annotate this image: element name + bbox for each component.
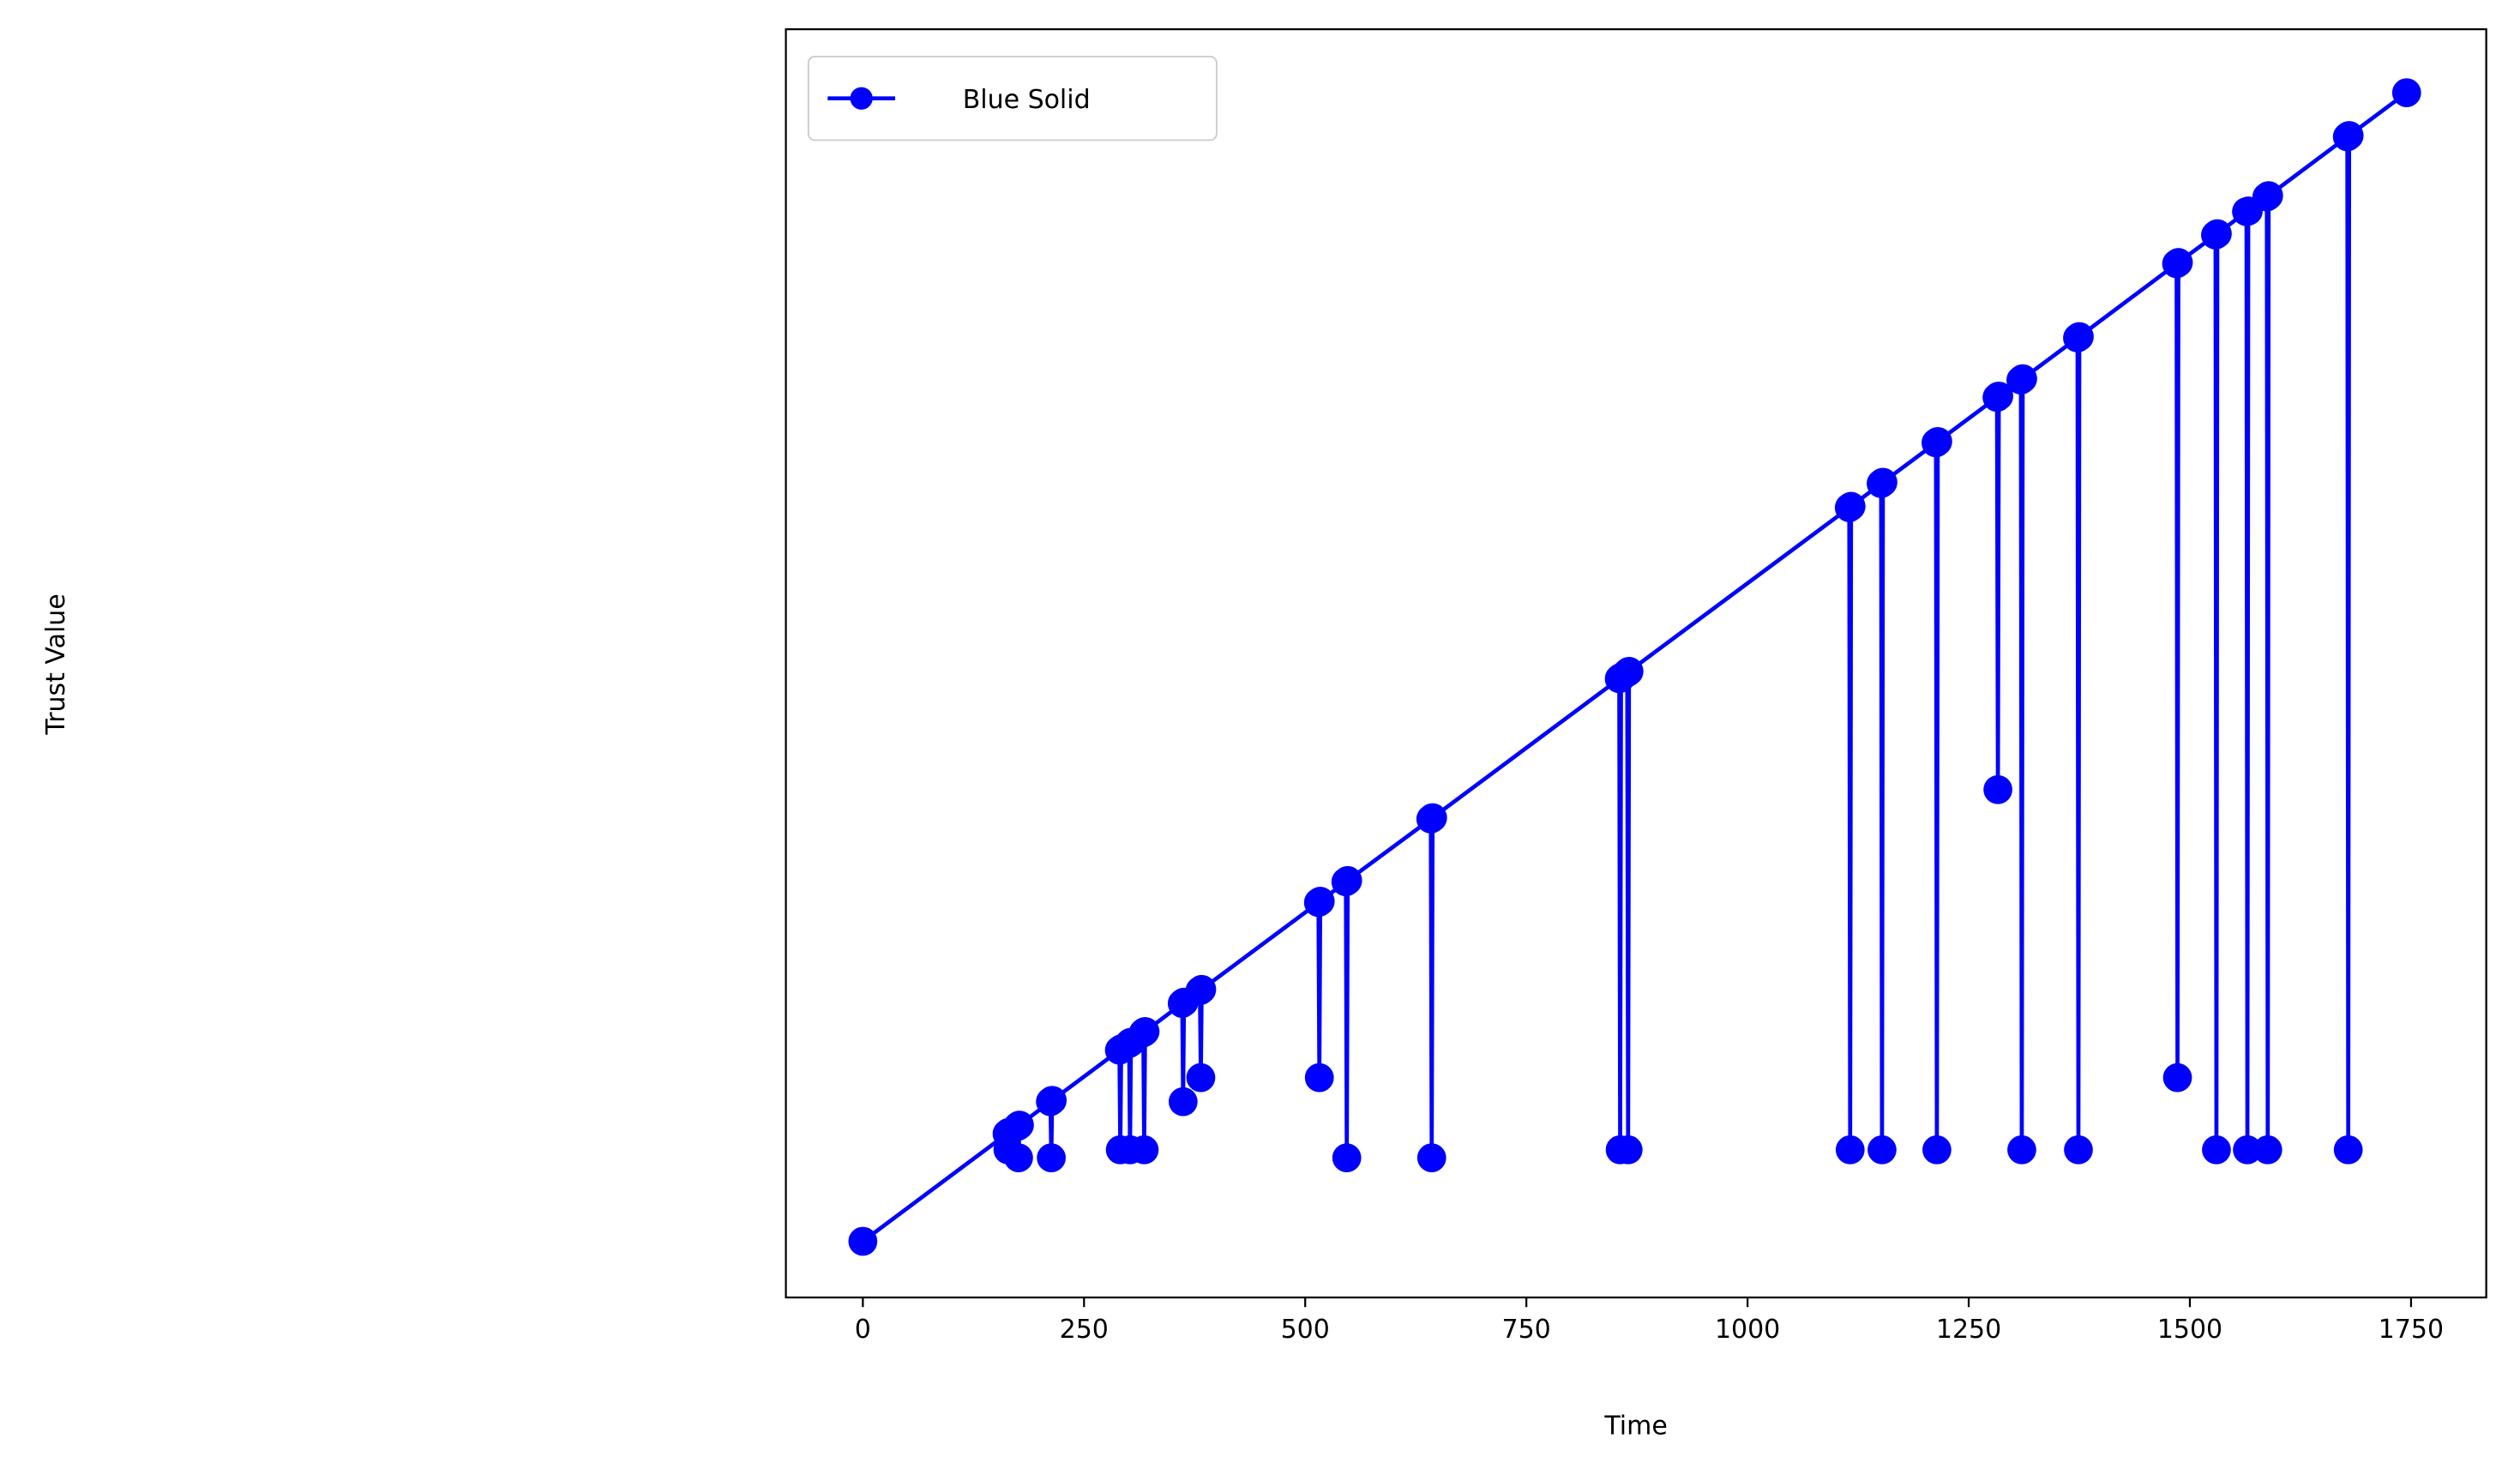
point [2064, 1135, 2093, 1165]
x-tick-label: 1500 [2157, 1315, 2222, 1345]
point [1004, 1143, 1033, 1172]
point [2334, 121, 2364, 150]
point [1923, 426, 1952, 456]
point [2253, 181, 2283, 210]
point [2162, 1063, 2192, 1093]
x-tick-label: 1750 [2379, 1315, 2444, 1345]
x-tick-label: 500 [1281, 1315, 1330, 1345]
point [848, 1226, 878, 1256]
x-tick-label: 750 [1502, 1315, 1551, 1345]
point [1984, 381, 2013, 411]
point [2202, 1135, 2231, 1165]
x-tick-label: 1000 [1715, 1315, 1780, 1345]
point [1868, 467, 1898, 497]
point [1168, 1087, 1198, 1117]
point [1186, 1063, 1216, 1093]
point [1614, 657, 1644, 686]
point [2252, 1135, 2282, 1165]
point [1922, 1135, 1952, 1165]
point [1613, 1135, 1643, 1165]
point [2008, 364, 2037, 394]
point [2007, 1135, 2036, 1165]
point [2163, 248, 2193, 277]
plot-frame [785, 27, 2487, 1299]
legend-marker [850, 87, 873, 110]
point [1005, 1111, 1034, 1140]
point [1332, 1143, 1362, 1172]
point [1417, 803, 1447, 833]
x-tick-label: 1250 [1936, 1315, 2001, 1345]
x-tick-label: 250 [1060, 1315, 1109, 1345]
point [1983, 774, 2012, 804]
point [2233, 1135, 2262, 1165]
legend-label: Blue Solid [963, 85, 1091, 115]
x-axis-label: Time [1603, 1411, 1667, 1441]
point [2065, 322, 2094, 352]
y-axis-label: Trust Value [41, 593, 71, 735]
point [1836, 491, 1866, 521]
point [2203, 219, 2232, 249]
point [1130, 1016, 1160, 1046]
point [2333, 1135, 2363, 1165]
point [1037, 1143, 1066, 1172]
point [1304, 1063, 1334, 1093]
point [1835, 1135, 1865, 1165]
x-tick-label: 0 [855, 1315, 871, 1345]
point [1416, 1143, 1446, 1172]
point [1867, 1135, 1897, 1165]
point [1129, 1135, 1159, 1165]
point [2391, 78, 2421, 107]
legend-box [807, 56, 1218, 141]
point [1332, 865, 1362, 895]
point [1037, 1086, 1067, 1115]
point [1187, 974, 1217, 1004]
point [1305, 887, 1335, 916]
